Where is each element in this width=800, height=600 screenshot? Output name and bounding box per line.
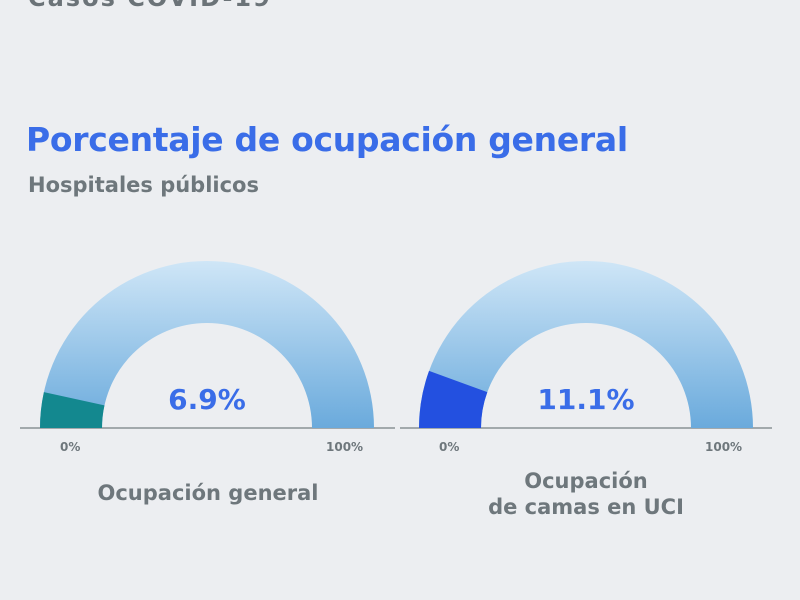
top-cut-text: Casos COVID-19 (28, 0, 272, 12)
gauge1-min-label: 0% (60, 440, 81, 454)
gauge2-label-line1: Ocupación (524, 469, 648, 493)
gauge1-max-label: 100% (326, 440, 364, 454)
gauge2-label: Ocupación de camas en UCI (426, 468, 746, 520)
gauge2-label-line2: de camas en UCI (488, 495, 684, 519)
gauge2-min-label: 0% (439, 440, 460, 454)
gauge2-track (419, 261, 753, 428)
gauge2-value: 11.1% (537, 383, 635, 416)
gauge1-value: 6.9% (168, 383, 246, 416)
chart-title: Porcentaje de ocupación general (26, 120, 628, 159)
chart-subtitle: Hospitales públicos (28, 173, 259, 197)
gauge1-track (40, 261, 374, 428)
gauge2-max-label: 100% (705, 440, 743, 454)
gauge1-label: Ocupación general (97, 481, 319, 505)
gauge1-fill (40, 392, 105, 428)
gauge2-fill (419, 370, 488, 428)
